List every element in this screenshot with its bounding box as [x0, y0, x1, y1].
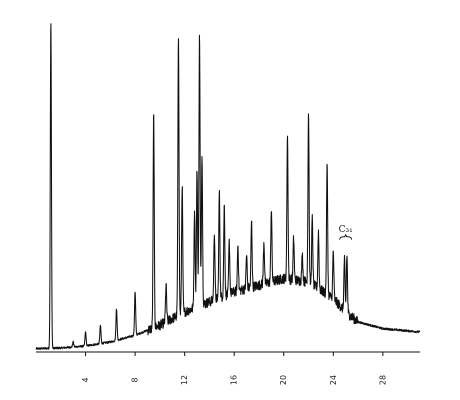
annotations: C₃₁ — [339, 225, 353, 240]
x-tick-label-16: 16 — [230, 375, 239, 385]
x-tick-label-20: 20 — [279, 375, 288, 385]
x-tick-label-8: 8 — [131, 377, 140, 382]
x-axis-ticks — [85, 352, 384, 356]
x-tick-label-28: 28 — [378, 375, 387, 385]
x-tick-label-24: 24 — [329, 375, 338, 385]
x-tick-label-12: 12 — [180, 375, 189, 385]
x-axis-tick-labels: 4 8 12 16 20 24 28 — [81, 375, 387, 385]
annotation-brace-0 — [339, 233, 353, 240]
x-tick-label-4: 4 — [81, 377, 90, 382]
annotation-label-0: C₃₁ — [339, 225, 353, 235]
chromatogram-trace — [35, 23, 421, 350]
